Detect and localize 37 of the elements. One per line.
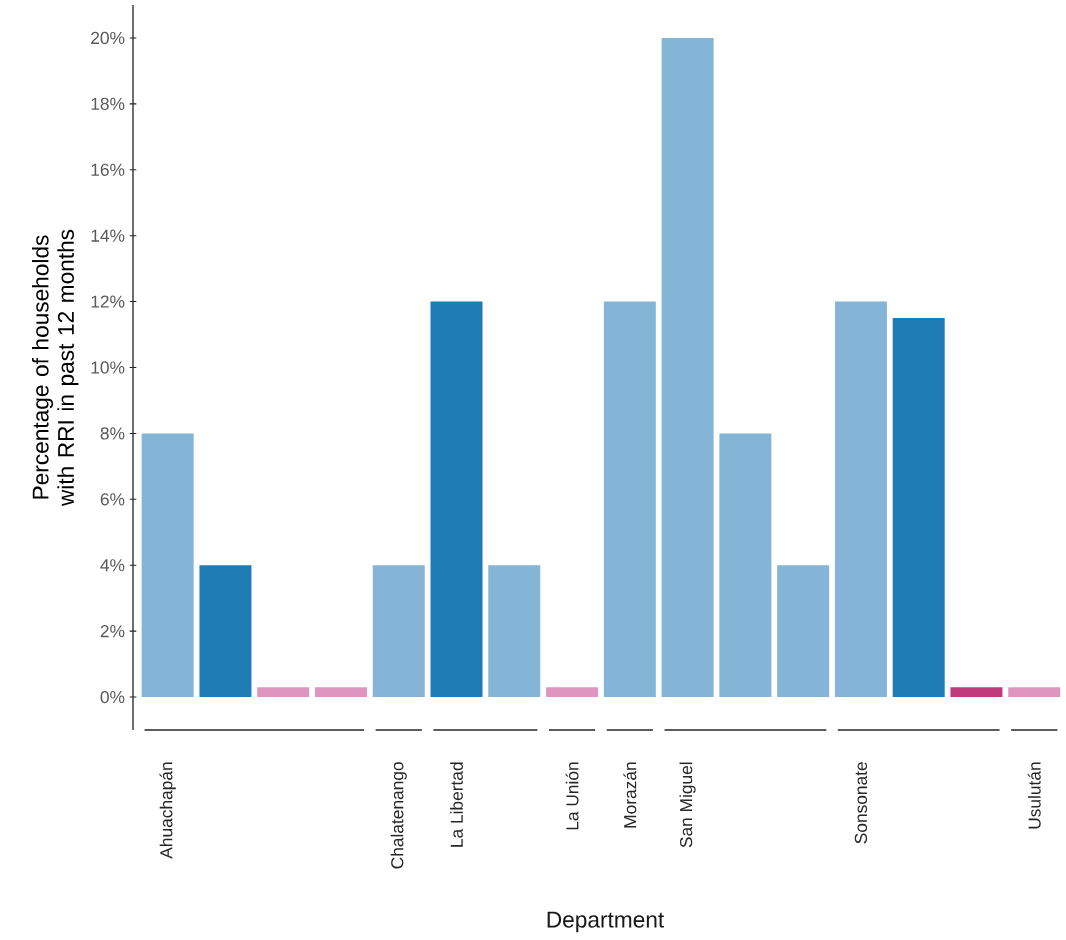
y-tick-label: 16% [91,163,125,176]
x-tick-label: San Miguel [679,762,696,848]
y-tick-label: 2% [100,625,125,638]
y-tick-label: 20% [91,31,125,45]
x-tick-label: Sonsonate [854,762,868,844]
bar [950,687,1003,698]
y-tick-label: 6% [100,493,125,506]
bar [257,687,310,698]
x-tick-label: Chalatenango [390,762,407,869]
bar [603,301,656,698]
bar [892,318,945,698]
y-axis-title: Percentage of households with RRI in past 12 months [31,229,79,507]
y-tick-label: 18% [91,97,125,110]
y-tick-label: 0% [100,690,125,704]
x-axis-title: Department [547,911,665,933]
x-tick-label: La Libertad [450,762,463,847]
bar [1008,687,1061,698]
y-tick-label: 4% [100,559,125,572]
bar [372,565,425,698]
bar [199,565,252,698]
bar [719,433,772,698]
bar [430,301,483,698]
x-tick-label: Ahuachapán [159,762,176,859]
y-tick-label: 12% [91,295,125,308]
x-tick-label: Morazán [623,762,637,828]
y-tick-label: 10% [91,361,125,374]
x-tick-label: La Unión [565,762,579,830]
bar [834,301,887,698]
bar [314,687,367,698]
bar [661,37,714,698]
bar [777,565,830,698]
y-tick-label: 14% [91,229,125,242]
bar [488,565,541,698]
bar [546,687,599,698]
bar [141,433,194,698]
y-tick-label: 8% [100,427,125,440]
x-tick-label: Usulután [1027,762,1041,829]
